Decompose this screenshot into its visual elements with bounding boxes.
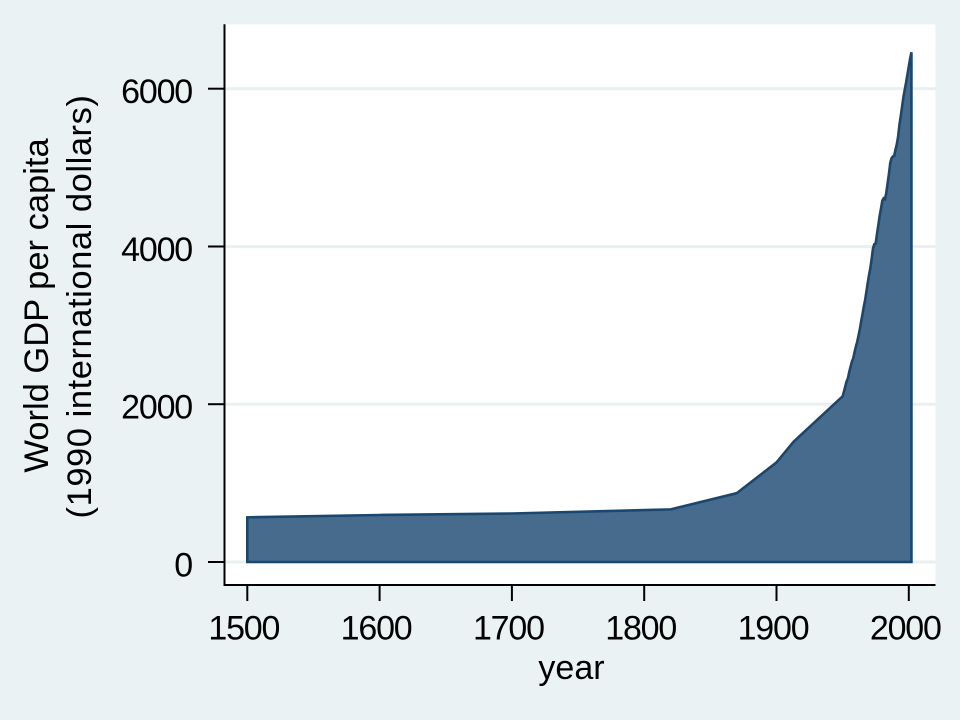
svg-text:4000: 4000 [121,231,192,269]
svg-text:(1990 international dollars): (1990 international dollars) [61,95,99,519]
svg-text:6000: 6000 [121,73,192,111]
svg-text:0: 0 [174,547,192,585]
svg-text:1800: 1800 [605,610,676,648]
svg-text:2000: 2000 [870,610,941,648]
svg-text:2000: 2000 [121,389,192,427]
svg-text:World GDP per capita: World GDP per capita [18,138,56,473]
svg-text:1900: 1900 [738,610,809,648]
svg-text:1500: 1500 [208,610,279,648]
svg-text:year: year [538,649,604,687]
svg-text:1600: 1600 [341,610,412,648]
svg-text:1700: 1700 [473,610,544,648]
